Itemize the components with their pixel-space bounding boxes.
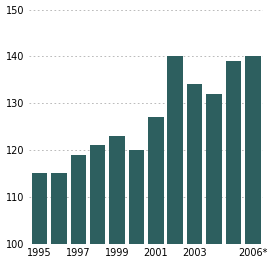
Bar: [167, 56, 183, 244]
Bar: [245, 56, 261, 244]
Bar: [71, 155, 86, 244]
Bar: [51, 173, 67, 244]
Bar: [90, 145, 105, 244]
Bar: [148, 117, 164, 244]
Bar: [32, 173, 47, 244]
Bar: [109, 136, 125, 244]
Bar: [206, 94, 222, 244]
Bar: [226, 61, 241, 244]
Bar: [187, 84, 202, 244]
Bar: [129, 150, 144, 244]
